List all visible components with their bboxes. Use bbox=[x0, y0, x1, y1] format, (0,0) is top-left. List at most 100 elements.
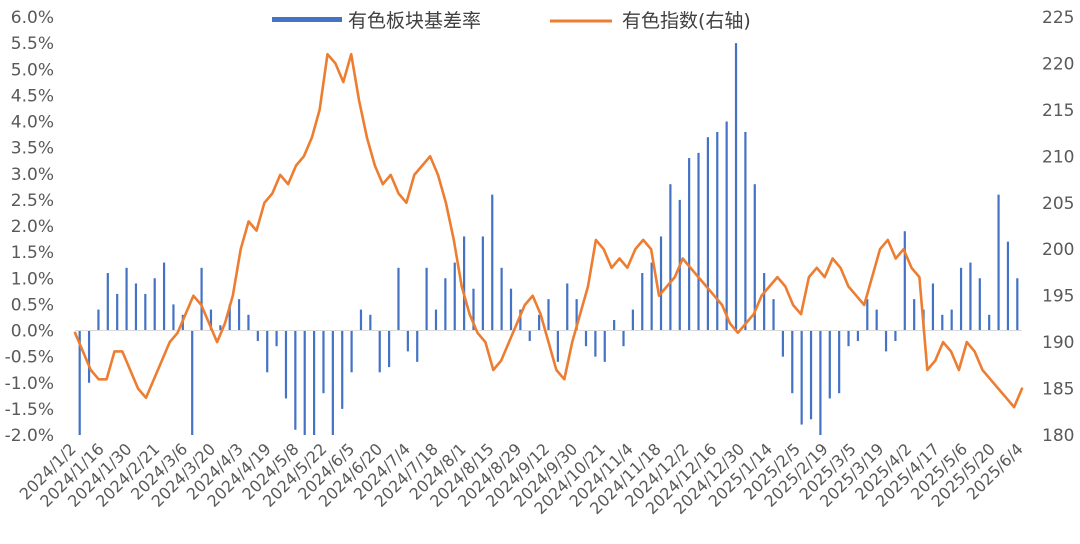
bar bbox=[1016, 278, 1019, 331]
bar bbox=[997, 194, 1000, 331]
x-axis: 2024/1/22024/1/162024/1/302024/2/212024/… bbox=[16, 439, 1027, 518]
bar bbox=[434, 309, 438, 331]
legend-label-bars: 有色板块基差率 bbox=[348, 10, 481, 32]
bar bbox=[641, 273, 644, 331]
left-tick-label: -1.5% bbox=[5, 400, 54, 420]
right-tick-label: 190 bbox=[1042, 333, 1074, 353]
bar bbox=[444, 278, 447, 331]
bar bbox=[312, 330, 316, 435]
right-tick-label: 225 bbox=[1042, 8, 1074, 28]
bar bbox=[913, 299, 916, 331]
bar bbox=[425, 267, 428, 331]
bar bbox=[125, 267, 128, 331]
right-tick-label: 205 bbox=[1042, 194, 1074, 214]
bar bbox=[509, 288, 513, 331]
bar bbox=[791, 330, 794, 394]
bar bbox=[500, 267, 503, 331]
bar bbox=[716, 131, 719, 331]
bar bbox=[781, 330, 785, 357]
left-tick-label: 0.0% bbox=[11, 322, 54, 342]
bar bbox=[359, 309, 363, 331]
bar bbox=[209, 309, 213, 331]
bar bbox=[538, 314, 541, 331]
left-tick-label: 5.5% bbox=[11, 34, 54, 54]
left-tick-label: 4.5% bbox=[11, 86, 54, 106]
legend: 有色板块基差率 有色指数(右轴) bbox=[272, 10, 751, 32]
left-tick-label: 3.0% bbox=[11, 165, 54, 185]
bar bbox=[697, 152, 700, 331]
bar bbox=[219, 325, 222, 331]
bar bbox=[416, 330, 419, 362]
left-tick-label: 6.0% bbox=[11, 8, 54, 28]
bar bbox=[378, 330, 381, 373]
bar bbox=[528, 330, 531, 341]
right-tick-label: 220 bbox=[1042, 54, 1074, 74]
left-tick-label: -0.5% bbox=[5, 348, 54, 368]
bar bbox=[228, 304, 231, 331]
bar bbox=[941, 314, 944, 331]
bar bbox=[556, 330, 559, 362]
bar bbox=[659, 236, 663, 331]
bar bbox=[247, 314, 250, 331]
bar bbox=[463, 236, 466, 331]
bar bbox=[838, 330, 841, 394]
bar bbox=[894, 330, 897, 341]
bar bbox=[284, 330, 288, 399]
bar bbox=[978, 278, 981, 331]
bar bbox=[275, 330, 278, 347]
bar bbox=[856, 330, 860, 341]
bar bbox=[134, 283, 138, 331]
right-tick-label: 185 bbox=[1042, 380, 1074, 400]
left-tick-label: 0.5% bbox=[11, 295, 54, 315]
bar bbox=[903, 231, 906, 331]
right-tick-label: 210 bbox=[1042, 147, 1074, 167]
bar bbox=[669, 184, 672, 331]
bar bbox=[200, 267, 203, 331]
left-tick-label: -1.0% bbox=[5, 374, 54, 394]
index-line bbox=[73, 52, 1024, 409]
bar bbox=[491, 194, 494, 331]
bar bbox=[144, 293, 147, 331]
bar bbox=[97, 309, 100, 331]
bar bbox=[847, 330, 850, 347]
bar-series bbox=[78, 43, 1019, 435]
bar bbox=[191, 330, 194, 435]
bar bbox=[153, 278, 156, 331]
bar bbox=[350, 330, 353, 373]
bar bbox=[688, 158, 691, 331]
left-tick-label: 1.5% bbox=[11, 243, 54, 263]
left-tick-label: 4.0% bbox=[11, 113, 54, 133]
bar bbox=[331, 330, 334, 435]
bar bbox=[950, 309, 953, 331]
bar bbox=[772, 299, 775, 331]
bar bbox=[303, 330, 306, 435]
bar bbox=[734, 43, 738, 331]
bar bbox=[397, 267, 400, 331]
bar bbox=[613, 320, 616, 331]
bar bbox=[763, 273, 766, 331]
bar bbox=[969, 262, 972, 331]
bar bbox=[959, 267, 963, 331]
bar bbox=[631, 309, 634, 331]
bar bbox=[1006, 241, 1010, 331]
left-tick-label: 1.0% bbox=[11, 269, 54, 289]
bar bbox=[453, 262, 456, 331]
left-tick-label: -2.0% bbox=[5, 426, 54, 446]
bar bbox=[706, 137, 709, 331]
bar bbox=[725, 121, 728, 331]
left-tick-label: 3.5% bbox=[11, 139, 54, 159]
bar bbox=[237, 299, 241, 331]
bar bbox=[988, 314, 991, 331]
bar bbox=[472, 288, 475, 331]
bar bbox=[481, 236, 484, 331]
bar bbox=[266, 330, 269, 373]
left-tick-label: 2.0% bbox=[11, 217, 54, 237]
bar bbox=[547, 299, 550, 331]
bar bbox=[566, 283, 569, 331]
bar bbox=[294, 330, 297, 430]
bar bbox=[256, 330, 259, 341]
bar bbox=[162, 262, 166, 331]
bar bbox=[866, 299, 869, 331]
bar bbox=[87, 330, 91, 383]
right-tick-label: 180 bbox=[1042, 426, 1074, 446]
